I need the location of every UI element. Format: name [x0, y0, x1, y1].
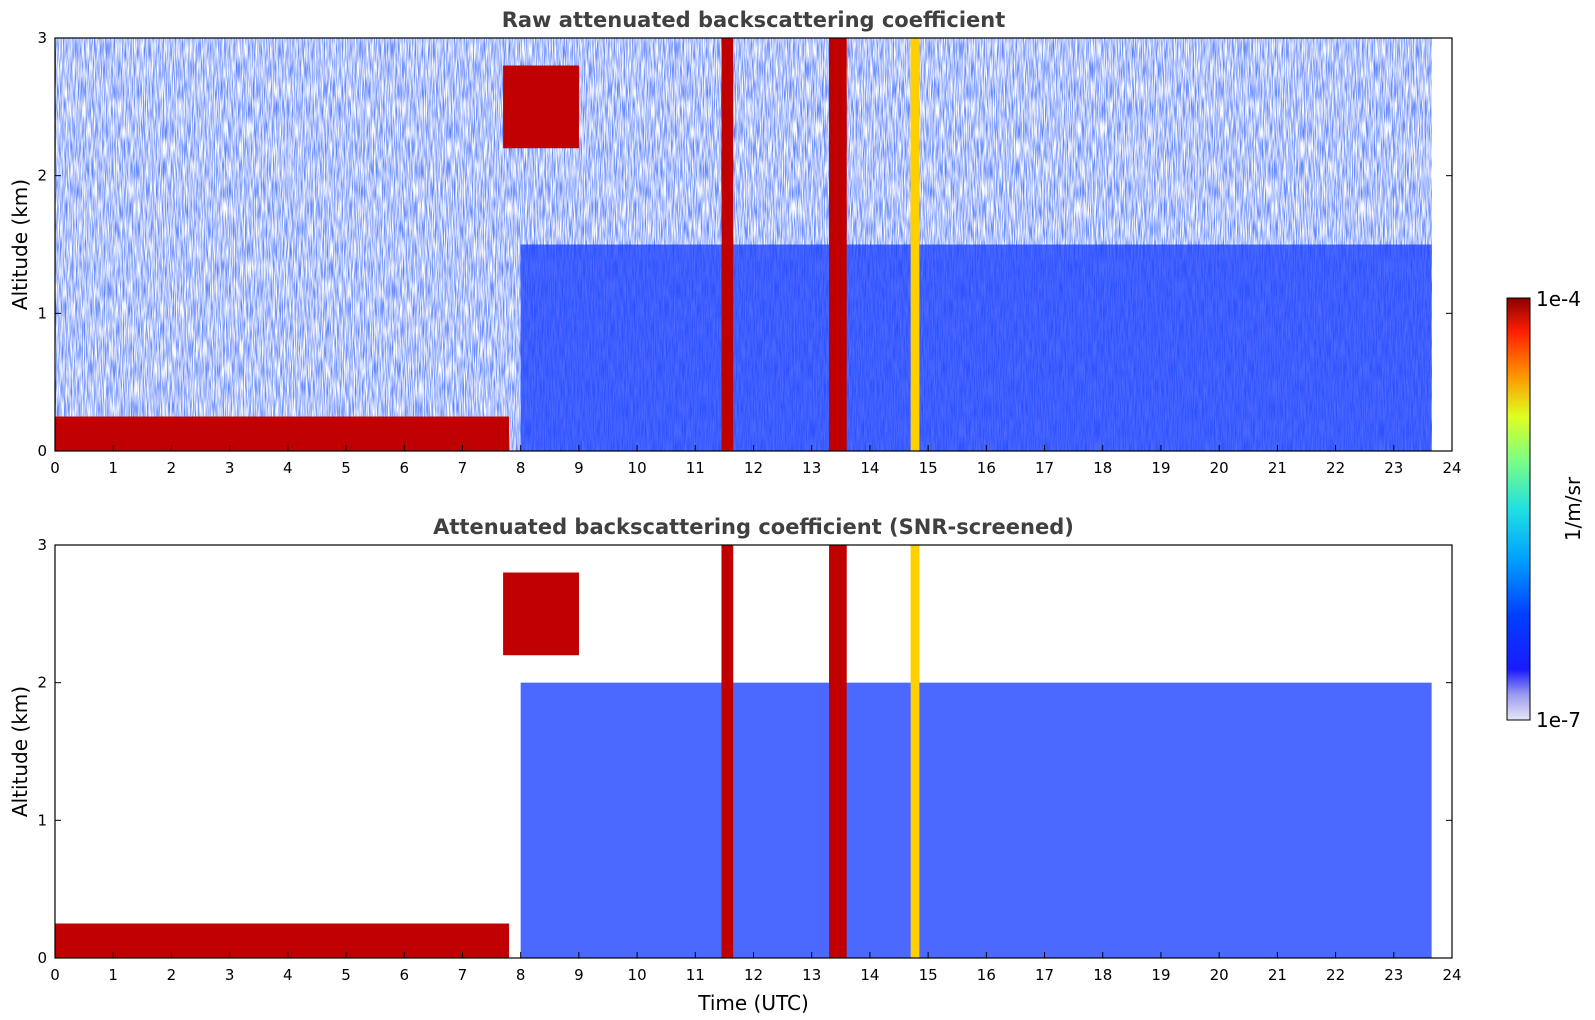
- colorbar-gradient: [1506, 297, 1531, 721]
- x-tick-label: 16: [977, 966, 996, 984]
- x-tick-label: 16: [977, 459, 996, 477]
- x-tick-label: 3: [225, 459, 235, 477]
- colorbar-unit-label: 1/m/sr: [1561, 476, 1585, 541]
- chart-title: Raw attenuated backscattering coefficien…: [502, 8, 1006, 32]
- feature-boundary-layer: [520, 682, 1432, 958]
- feature-overlay-elevated-cloud: [503, 65, 579, 149]
- x-tick-label: 11: [686, 966, 705, 984]
- y-tick-label: 0: [37, 442, 47, 460]
- x-tick-label: 24: [1442, 966, 1461, 984]
- feature-overlay-precipitation-column: [721, 38, 734, 451]
- x-tick-label: 2: [167, 459, 177, 477]
- x-tick-label: 7: [458, 459, 468, 477]
- x-tick-label: 23: [1384, 459, 1403, 477]
- y-tick-label: 2: [37, 674, 47, 692]
- y-tick-label: 3: [37, 29, 47, 47]
- x-tick-label: 2: [167, 966, 177, 984]
- x-tick-label: 17: [1035, 459, 1054, 477]
- y-axis-label: Altitude (km): [8, 686, 32, 817]
- y-axis-label: Altitude (km): [8, 179, 32, 310]
- feature-overlay-precipitation-column: [829, 38, 847, 451]
- x-tick-label: 19: [1151, 966, 1170, 984]
- x-tick-label: 6: [399, 966, 409, 984]
- x-tick-label: 13: [802, 966, 821, 984]
- feature-boundary-layer: [520, 244, 1432, 451]
- x-tick-label: 15: [919, 459, 938, 477]
- chart-title: Attenuated backscattering coefficient (S…: [433, 515, 1074, 539]
- colorbar: 1e-4 1e-7 1/m/sr: [1506, 287, 1585, 732]
- x-tick-label: 18: [1093, 966, 1112, 984]
- x-tick-label: 7: [458, 966, 468, 984]
- snr-screened-panel: Attenuated backscattering coefficient (S…: [8, 515, 1462, 1015]
- x-tick-label: 4: [283, 459, 293, 477]
- x-tick-label: 0: [50, 459, 60, 477]
- y-tick-label: 2: [37, 167, 47, 185]
- x-tick-label: 10: [628, 966, 647, 984]
- x-tick-label: 13: [802, 459, 821, 477]
- feature-overlay-precipitation-column: [721, 545, 734, 958]
- x-tick-label: 9: [574, 966, 584, 984]
- feature-overlay-precipitation-column: [910, 38, 920, 451]
- x-tick-label: 8: [516, 966, 526, 984]
- x-tick-label: 5: [341, 966, 351, 984]
- feature-overlay-precipitation-column: [829, 545, 847, 958]
- x-tick-label: 21: [1268, 459, 1287, 477]
- colorbar-min-label: 1e-7: [1536, 708, 1581, 732]
- x-tick-label: 9: [574, 459, 584, 477]
- x-tick-label: 21: [1268, 966, 1287, 984]
- y-tick-label: 1: [37, 304, 47, 322]
- x-tick-label: 24: [1442, 459, 1461, 477]
- x-tick-label: 15: [919, 966, 938, 984]
- x-tick-label: 14: [860, 966, 879, 984]
- feature-overlay-precipitation-column: [910, 545, 920, 958]
- feature-overlay-surface-aerosol-layer: [55, 416, 510, 451]
- x-tick-label: 19: [1151, 459, 1170, 477]
- x-tick-label: 1: [108, 459, 118, 477]
- x-tick-label: 10: [628, 459, 647, 477]
- x-tick-label: 8: [516, 459, 526, 477]
- raw-backscatter-panel: Raw attenuated backscattering coefficien…: [8, 8, 1462, 477]
- x-tick-label: 22: [1326, 966, 1345, 984]
- y-tick-label: 1: [37, 811, 47, 829]
- x-tick-label: 18: [1093, 459, 1112, 477]
- x-tick-label: 12: [744, 459, 763, 477]
- x-tick-label: 12: [744, 966, 763, 984]
- x-tick-label: 5: [341, 459, 351, 477]
- x-tick-label: 17: [1035, 966, 1054, 984]
- x-tick-label: 1: [108, 966, 118, 984]
- x-tick-label: 23: [1384, 966, 1403, 984]
- x-tick-label: 20: [1210, 459, 1229, 477]
- y-tick-label: 3: [37, 536, 47, 554]
- x-tick-label: 0: [50, 966, 60, 984]
- colorbar-max-label: 1e-4: [1536, 287, 1581, 311]
- x-tick-label: 22: [1326, 459, 1345, 477]
- feature-overlay-surface-aerosol-layer: [55, 923, 510, 958]
- x-axis-label: Time (UTC): [697, 991, 809, 1015]
- x-tick-label: 14: [860, 459, 879, 477]
- feature-overlay-elevated-cloud: [503, 572, 579, 656]
- x-tick-label: 11: [686, 459, 705, 477]
- x-tick-label: 20: [1210, 966, 1229, 984]
- x-tick-label: 4: [283, 966, 293, 984]
- x-tick-label: 3: [225, 966, 235, 984]
- y-tick-label: 0: [37, 949, 47, 967]
- x-tick-label: 6: [399, 459, 409, 477]
